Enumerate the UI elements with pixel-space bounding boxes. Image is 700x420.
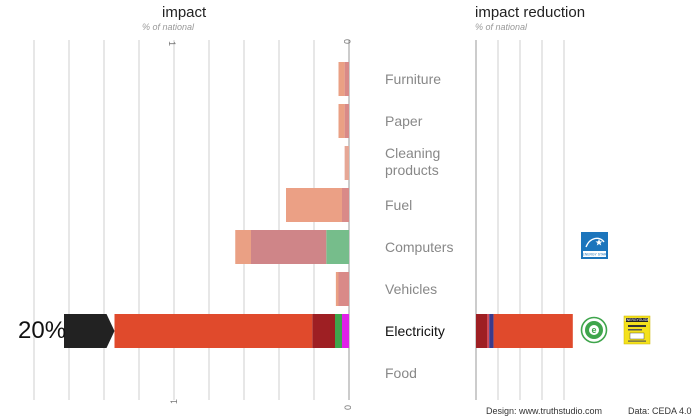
category-label-electricity: Electricity: [385, 323, 445, 339]
impact-bar-fuel: [286, 188, 342, 222]
impact-panel-title: impact: [162, 4, 207, 21]
green-e-text: e: [591, 325, 596, 335]
impact-bar-paper: [344, 104, 349, 138]
energy-guide-text: ENERGYGUIDE: [624, 318, 650, 322]
electricity-value-label: 20%: [18, 317, 66, 344]
category-label-vehicles: Vehicles: [385, 281, 437, 297]
category-label-food: Food: [385, 365, 417, 381]
impact-panel-subtitle: % of national: [142, 22, 195, 32]
impact-bar-electricity: [342, 314, 349, 348]
reduction-bar-electricity: [487, 314, 490, 348]
impact-bar-fuel: [342, 188, 349, 222]
footer-design-credit: Design: www.truthstudio.com: [486, 406, 602, 416]
category-label-fuel: Fuel: [385, 197, 412, 213]
energy-star-text: ENERGY STAR: [583, 252, 608, 256]
impact-bar-electricity: [312, 314, 335, 348]
footer-data-credit: Data: CEDA 4.0: [628, 406, 692, 416]
reduction-panel-subtitle: % of national: [475, 22, 528, 32]
reduction-bar-electricity: [476, 314, 487, 348]
reduction-bars: [476, 314, 573, 348]
impact-bar-furniture: [344, 62, 349, 96]
impact-bar-paper: [338, 104, 345, 138]
reduction-panel-title: impact reduction: [475, 4, 585, 21]
impact-bar-vehicles: [338, 272, 349, 306]
green-e-icon: e: [580, 316, 608, 344]
impact-bar-computers: [251, 230, 327, 264]
energy-star-icon: ENERGY STAR: [581, 232, 608, 259]
impact-bar-electricity: [335, 314, 342, 348]
category-label-computers: Computers: [385, 239, 453, 255]
reduction-bar-electricity: [489, 314, 494, 348]
impact-overflow-arrow: [64, 314, 115, 348]
impact-bars: [64, 62, 349, 348]
reduction-bar-electricity: [493, 314, 573, 348]
category-label-paper: Paper: [385, 113, 423, 129]
impact-gridlines: [33, 40, 350, 400]
impact-bar-computers: [235, 230, 251, 264]
category-label-furniture: Furniture: [385, 71, 441, 87]
impact-bottom-tick-label: 1: [169, 399, 179, 404]
impact-top-tick-label: 0: [342, 39, 352, 44]
energy-guide-label-icon: ENERGYGUIDE: [623, 315, 650, 345]
category-label-cleaning: Cleaning products: [385, 145, 440, 178]
impact-bottom-tick-label: 0: [343, 405, 353, 410]
impact-top-tick-label: 1: [167, 41, 177, 46]
impact-bar-electricity: [114, 314, 313, 348]
impact-bar-furniture: [338, 62, 345, 96]
impact-bar-cleaning-products: [344, 146, 349, 180]
impact-bar-computers: [326, 230, 349, 264]
impact-bar-vehicles: [335, 272, 339, 306]
